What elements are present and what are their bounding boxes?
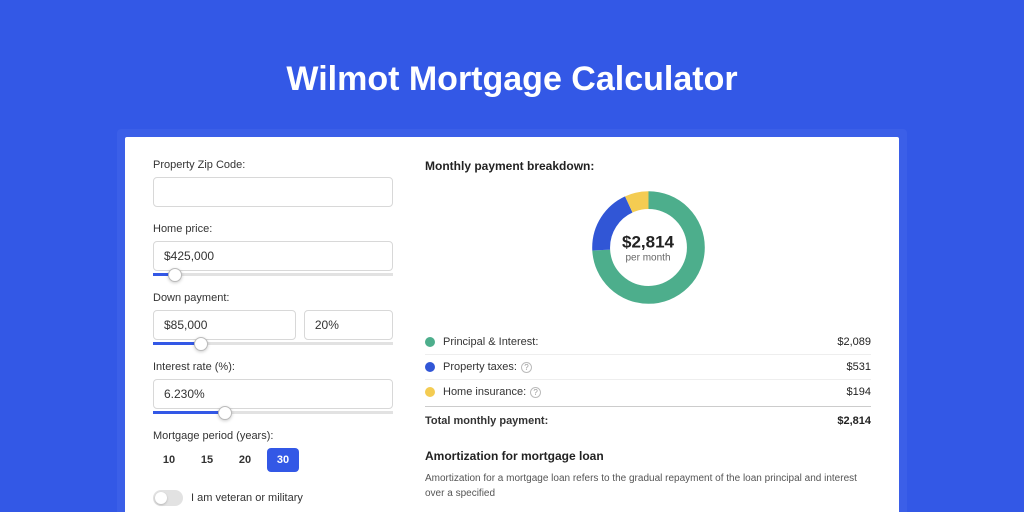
zip-input[interactable] xyxy=(153,177,393,207)
legend-value: $194 xyxy=(847,386,871,398)
donut-center: $2,814 per month xyxy=(622,232,674,263)
interest-label: Interest rate (%): xyxy=(153,361,393,373)
legend-total-row: Total monthly payment: $2,814 xyxy=(425,406,871,439)
home-price-label: Home price: xyxy=(153,223,393,235)
legend-row: Home insurance:?$194 xyxy=(425,380,871,404)
interest-slider[interactable] xyxy=(153,411,393,414)
legend-dot xyxy=(425,362,435,372)
zip-group: Property Zip Code: xyxy=(153,159,393,207)
interest-group: Interest rate (%): xyxy=(153,361,393,414)
legend: Principal & Interest:$2,089Property taxe… xyxy=(425,330,871,404)
amortization-body: Amortization for a mortgage loan refers … xyxy=(425,471,871,501)
home-price-slider[interactable] xyxy=(153,273,393,276)
legend-label: Home insurance:? xyxy=(443,386,847,398)
home-price-group: Home price: xyxy=(153,223,393,276)
interest-slider-fill xyxy=(153,411,225,414)
interest-slider-thumb[interactable] xyxy=(218,406,232,420)
period-group: Mortgage period (years): 10152030 xyxy=(153,430,393,472)
legend-row: Principal & Interest:$2,089 xyxy=(425,330,871,355)
legend-dot xyxy=(425,387,435,397)
zip-label: Property Zip Code: xyxy=(153,159,393,171)
down-payment-pct-input[interactable] xyxy=(304,310,393,340)
veteran-toggle[interactable] xyxy=(153,490,183,506)
period-button-30[interactable]: 30 xyxy=(267,448,299,472)
down-payment-label: Down payment: xyxy=(153,292,393,304)
breakdown-title: Monthly payment breakdown: xyxy=(425,159,871,173)
period-label: Mortgage period (years): xyxy=(153,430,393,442)
page-title: Wilmot Mortgage Calculator xyxy=(0,0,1024,129)
veteran-label: I am veteran or military xyxy=(191,492,303,504)
donut-amount: $2,814 xyxy=(622,232,674,252)
donut-wrap: $2,814 per month xyxy=(425,185,871,310)
help-icon[interactable]: ? xyxy=(530,387,541,398)
down-payment-input[interactable] xyxy=(153,310,296,340)
period-button-15[interactable]: 15 xyxy=(191,448,223,472)
donut-chart: $2,814 per month xyxy=(586,185,711,310)
calculator-card: Property Zip Code: Home price: Down paym… xyxy=(125,137,899,512)
amortization-title: Amortization for mortgage loan xyxy=(425,449,871,463)
veteran-row: I am veteran or military xyxy=(153,490,393,506)
period-buttons: 10152030 xyxy=(153,448,393,472)
inputs-column: Property Zip Code: Home price: Down paym… xyxy=(153,159,393,495)
donut-sub: per month xyxy=(622,252,674,263)
home-price-input[interactable] xyxy=(153,241,393,271)
legend-label: Principal & Interest: xyxy=(443,336,837,348)
down-payment-slider[interactable] xyxy=(153,342,393,345)
legend-dot xyxy=(425,337,435,347)
interest-input[interactable] xyxy=(153,379,393,409)
period-button-20[interactable]: 20 xyxy=(229,448,261,472)
total-value: $2,814 xyxy=(837,415,871,427)
period-button-10[interactable]: 10 xyxy=(153,448,185,472)
legend-row: Property taxes:?$531 xyxy=(425,355,871,380)
total-label: Total monthly payment: xyxy=(425,415,837,427)
card-outer: Property Zip Code: Home price: Down paym… xyxy=(117,129,907,512)
veteran-toggle-knob xyxy=(155,492,167,504)
help-icon[interactable]: ? xyxy=(521,362,532,373)
down-payment-slider-thumb[interactable] xyxy=(194,337,208,351)
breakdown-column: Monthly payment breakdown: $2,814 per mo… xyxy=(425,159,871,495)
legend-value: $2,089 xyxy=(837,336,871,348)
legend-value: $531 xyxy=(847,361,871,373)
down-payment-group: Down payment: xyxy=(153,292,393,345)
legend-label: Property taxes:? xyxy=(443,361,847,373)
home-price-slider-thumb[interactable] xyxy=(168,268,182,282)
